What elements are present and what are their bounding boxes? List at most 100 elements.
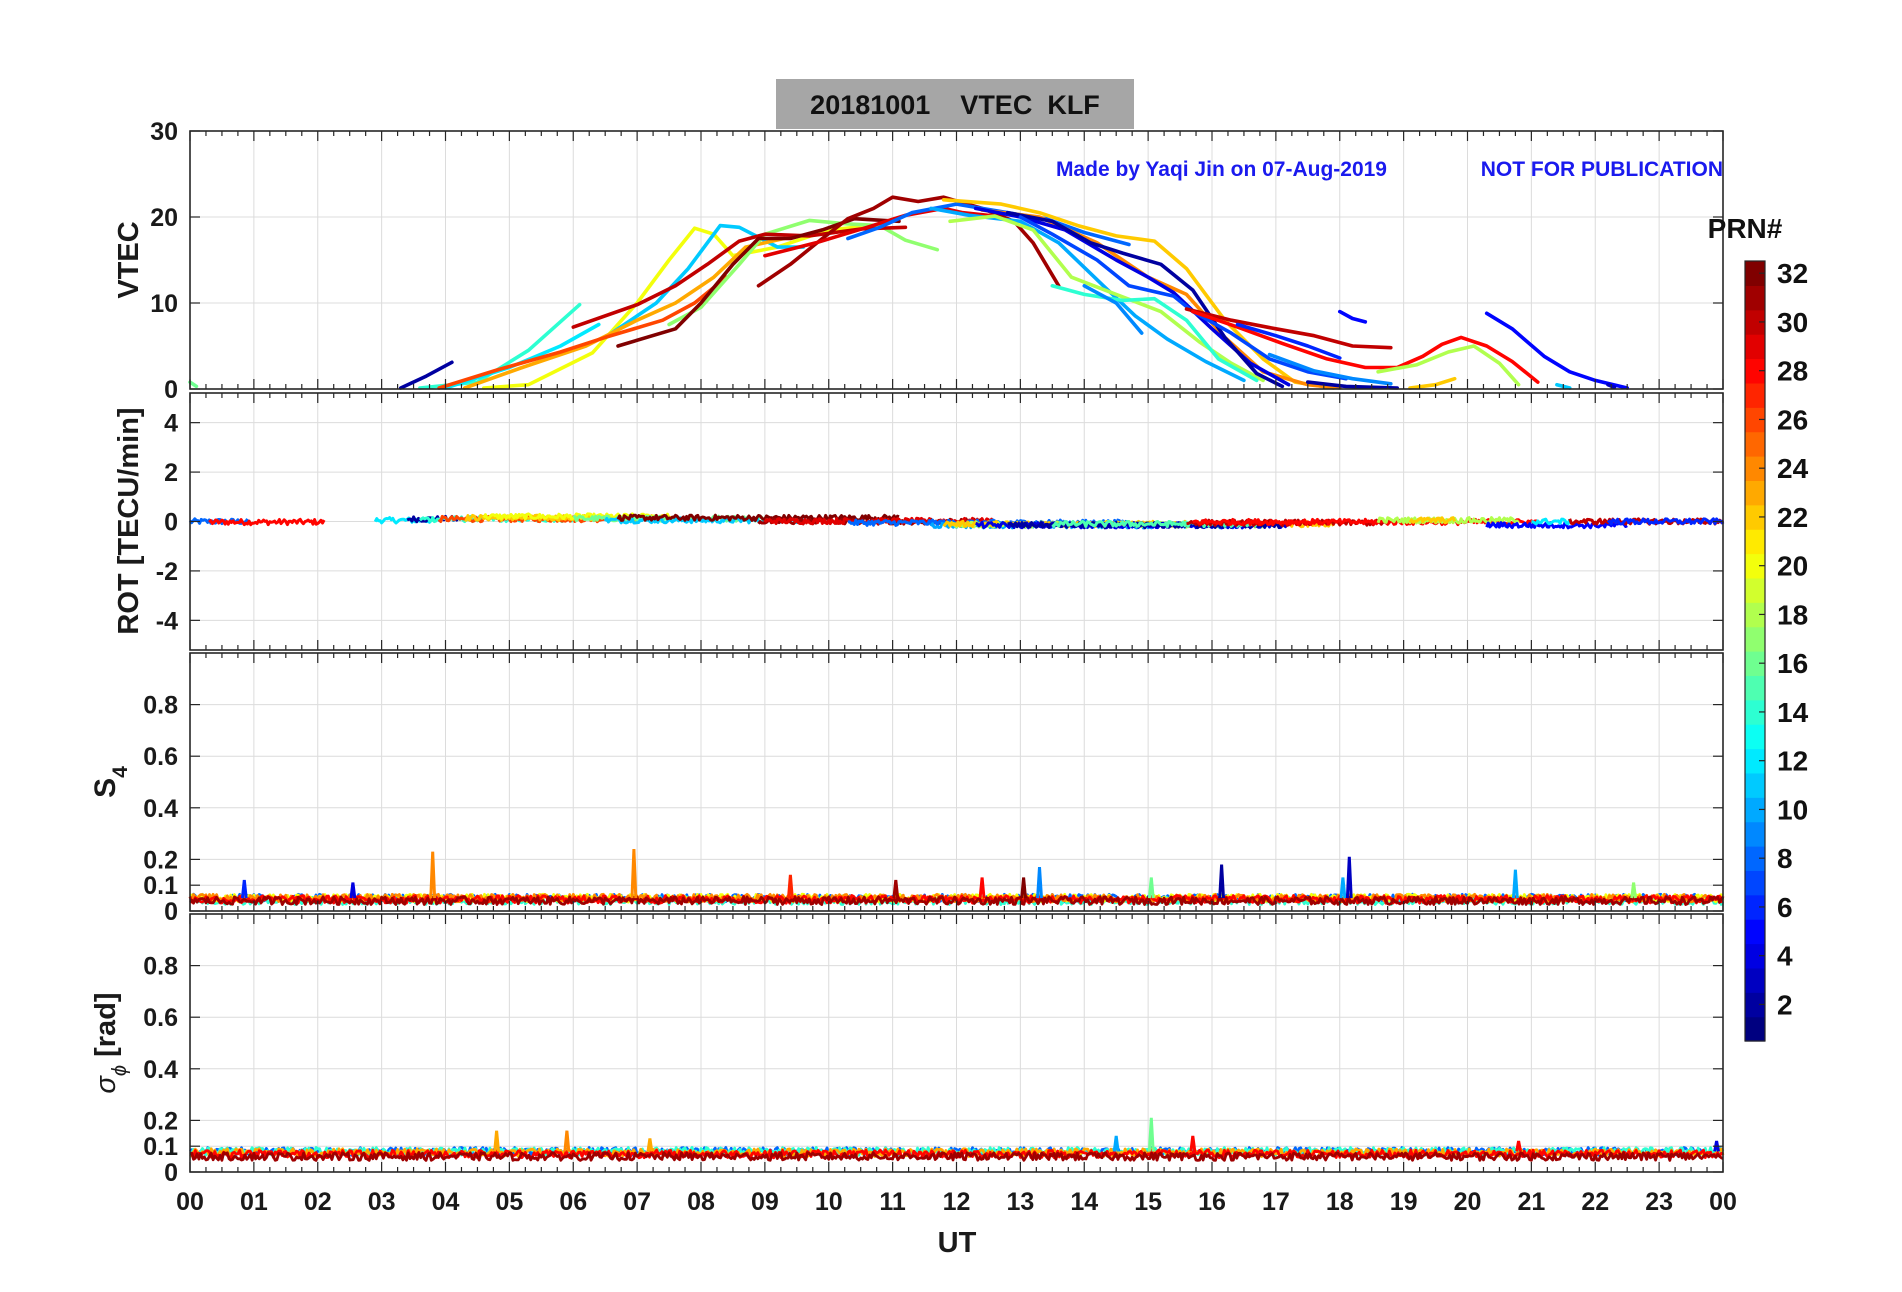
scint-spike [1112, 1135, 1120, 1152]
colorbar-cell [1745, 309, 1765, 335]
scint-spike [240, 879, 248, 899]
y-tick-label: 0 [164, 376, 178, 404]
vtec-series-line [462, 236, 786, 390]
vtec-series-line [948, 214, 1265, 383]
x-tick-label: 12 [943, 1188, 971, 1216]
rot-panel: -4 -2 0 2 4 ROT [TECU/min] [113, 392, 1725, 651]
x-tick-label: 14 [1070, 1188, 1098, 1216]
x-tick-label: 11 [879, 1188, 906, 1216]
x-tick-label: 08 [687, 1188, 715, 1216]
colorbar-tick-label: 16 [1777, 648, 1808, 679]
colorbar-cell [1745, 846, 1765, 871]
sigma-phi-series [189, 1117, 1725, 1162]
vtec-series-line [1484, 311, 1629, 390]
vtec-series-line [1191, 309, 1540, 384]
y-tick-label: 0 [164, 1159, 178, 1187]
colorbar-cell [1745, 504, 1765, 530]
x-tick-label: 21 [1517, 1188, 1545, 1216]
colorbar-cell [1745, 529, 1765, 555]
vtec-series-line [1338, 309, 1368, 324]
x-tick-label: 04 [432, 1188, 460, 1216]
colorbar-tick-label: 32 [1777, 258, 1808, 289]
colorbar-tick-label: 2 [1777, 989, 1793, 1020]
colorbar-cell [1745, 967, 1765, 993]
colorbar-cell [1745, 431, 1765, 457]
colorbar-cell [1745, 553, 1765, 579]
x-tick-label: 17 [1262, 1188, 1290, 1216]
y-tick-label: 2 [164, 459, 178, 487]
y-tick-label: 0.8 [143, 953, 178, 981]
colorbar-frame [1744, 260, 1766, 1042]
not-for-publication-annotation: NOT FOR PUBLICATION [1481, 158, 1723, 181]
vtec-series [188, 195, 1629, 390]
vtec-series-line [571, 225, 908, 329]
colorbar-tick-label: 26 [1777, 404, 1808, 435]
scint-spike [429, 851, 437, 899]
colorbar-tick-label: 30 [1777, 307, 1808, 338]
vtec-series-line [1376, 344, 1521, 387]
colorbar-tick-label: 8 [1777, 843, 1793, 874]
colorbar-cell [1745, 651, 1765, 676]
x-tick-label: 07 [623, 1188, 651, 1216]
colorbar-cell [1745, 772, 1765, 798]
colorbar-cell [1745, 480, 1765, 506]
y-tick-label: 0 [164, 509, 178, 537]
x-tick-label: 22 [1581, 1188, 1609, 1216]
vtec-series-line [1050, 283, 1259, 383]
scint-spike [1218, 864, 1225, 899]
scint-spike [1339, 877, 1347, 899]
scint-spike [563, 1130, 571, 1152]
vtec-series-line [437, 275, 729, 390]
y-tick-label: 0.6 [143, 743, 178, 771]
vtec-series-line [1184, 307, 1393, 350]
rot-ticks: -4 -2 0 2 4 [156, 393, 1724, 650]
vtec-grid [190, 131, 1723, 389]
vtec-series-line [1235, 322, 1342, 360]
y-tick-label: 0.6 [143, 1004, 178, 1032]
vtec-ticks: 0 10 20 30 [150, 118, 1724, 404]
x-tick-label: 00 [176, 1188, 204, 1216]
y-tick-label: 10 [150, 290, 178, 318]
rot-series-line [1531, 517, 1572, 526]
scint-spike [1189, 1135, 1197, 1152]
y-tick-label: 0.1 [143, 872, 178, 900]
y-tick-label: 0.8 [143, 692, 178, 720]
sigma-phi-axis-label: σϕ [rad] [90, 992, 131, 1093]
x-tick-label: 23 [1645, 1188, 1673, 1216]
colorbar-tick-label: 12 [1777, 746, 1808, 777]
y-tick-label: 30 [150, 118, 178, 146]
colorbar-title: PRN# [1708, 213, 1783, 244]
vtec-series-line [1018, 215, 1348, 381]
colorbar-cell [1745, 675, 1765, 701]
rot-series-line [1606, 517, 1725, 526]
x-tick-label: 10 [815, 1188, 843, 1216]
y-tick-label: 20 [150, 204, 178, 232]
sigma-phi-grid [190, 914, 1723, 1172]
x-tick-label: 18 [1326, 1188, 1354, 1216]
colorbar-cell [1745, 1016, 1765, 1042]
colorbar-cell [1745, 943, 1765, 969]
y-tick-label: 4 [164, 410, 178, 438]
scint-spike [1147, 1117, 1155, 1152]
x-tick-label: 20 [1454, 1188, 1482, 1216]
colorbar-tick-label: 14 [1777, 697, 1809, 728]
colorbar-cell [1745, 456, 1765, 481]
vtec-series-line [1005, 210, 1285, 389]
colorbar-tick-label: 18 [1777, 599, 1808, 630]
colorbar-cell [1745, 748, 1765, 774]
chart-title: 20181001 VTEC KLF [810, 90, 1100, 120]
x-tick-label: 03 [368, 1188, 396, 1216]
colorbar-cell [1745, 699, 1765, 725]
colorbar-cell [1745, 724, 1765, 750]
scint-spike [646, 1138, 654, 1152]
scint-spike [493, 1130, 500, 1152]
vtec-axis-label: VTEC [113, 221, 145, 298]
y-tick-label: 0.4 [143, 795, 178, 823]
sigma-phi-ticks: 00.10.2 0.4 0.6 0.8 [143, 914, 1724, 1187]
scint-spike [1512, 869, 1519, 899]
colorbar-tick-label: 28 [1777, 356, 1808, 387]
x-axis-label: UT [938, 1227, 977, 1259]
